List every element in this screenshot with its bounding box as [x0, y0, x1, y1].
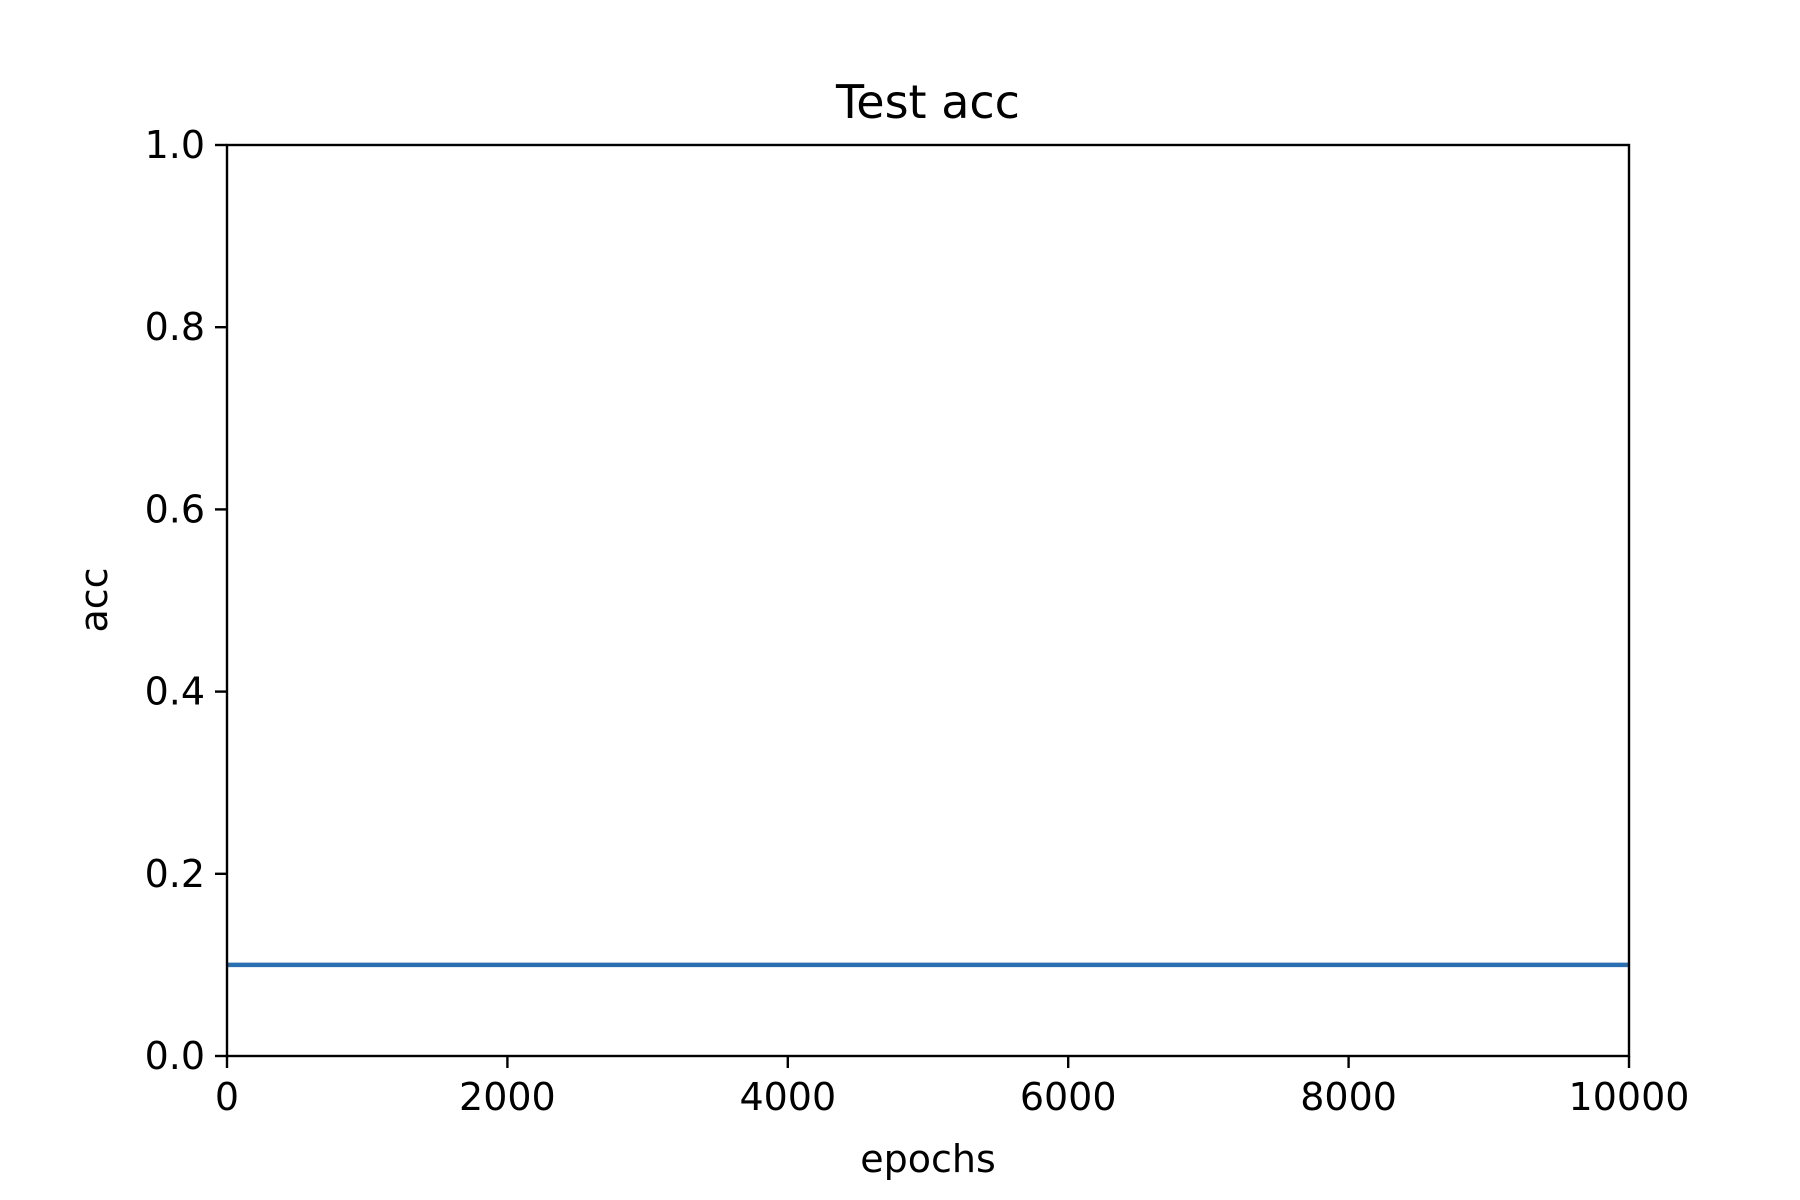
y-tick-label: 0.4 — [145, 670, 205, 714]
y-axis-label: acc — [72, 567, 116, 632]
y-tick-label: 0.0 — [145, 1034, 205, 1078]
y-tick-label: 1.0 — [145, 123, 205, 167]
x-tick-label: 8000 — [1300, 1075, 1397, 1119]
x-tick-label: 0 — [215, 1075, 239, 1119]
chart-title: Test acc — [835, 75, 1020, 129]
x-tick-label: 6000 — [1020, 1075, 1117, 1119]
x-tick-label: 10000 — [1569, 1075, 1690, 1119]
y-tick-label: 0.6 — [145, 487, 205, 531]
y-axis: 0.0 0.2 0.4 0.6 0.8 1.0 — [145, 123, 227, 1078]
x-axis-label: epochs — [860, 1137, 996, 1181]
plot-frame — [225, 143, 1631, 1058]
plot-area — [225, 143, 1631, 1058]
x-tick-label: 4000 — [739, 1075, 836, 1119]
x-tick-label: 2000 — [459, 1075, 556, 1119]
y-tick-label: 0.8 — [145, 305, 205, 349]
x-axis: 0 2000 4000 6000 8000 10000 — [215, 1056, 1690, 1119]
y-tick-label: 0.2 — [145, 852, 205, 896]
